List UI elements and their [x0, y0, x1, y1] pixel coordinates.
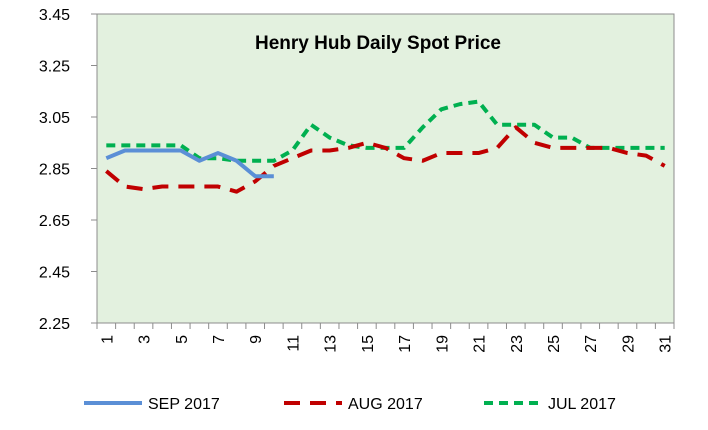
y-tick-label: 2.65 — [39, 213, 70, 230]
x-tick-label: 15 — [360, 335, 377, 353]
legend-label: SEP 2017 — [148, 396, 220, 413]
x-tick-label: 29 — [620, 335, 637, 353]
series-line-aug-2017 — [105, 125, 666, 194]
series-line-sep-2017 — [105, 148, 274, 179]
y-tick-label: 3.45 — [39, 7, 70, 24]
legend-label: AUG 2017 — [348, 396, 423, 413]
chart-title: Henry Hub Daily Spot Price — [255, 33, 501, 54]
x-tick-label: 31 — [658, 335, 675, 353]
y-tick-label: 2.45 — [39, 265, 70, 282]
y-axis: 2.25 2.45 2.65 2.85 3.05 3.25 3.45 — [39, 7, 97, 333]
series-layer — [105, 99, 666, 194]
x-tick-label: 1 — [99, 335, 116, 344]
x-tick-label: 23 — [509, 335, 526, 353]
y-tick-label: 2.85 — [39, 162, 70, 179]
legend-label: JUL 2017 — [548, 396, 616, 413]
x-tick-label: 27 — [583, 335, 600, 353]
x-tick-label: 19 — [434, 335, 451, 353]
x-tick-label: 7 — [211, 335, 228, 344]
x-tick-label: 21 — [472, 335, 489, 353]
y-tick-label: 3.05 — [39, 110, 70, 127]
x-tick-label: 9 — [248, 335, 265, 344]
x-tick-label: 17 — [397, 335, 414, 353]
x-tick-label: 25 — [546, 335, 563, 353]
x-axis: 1 3 5 7 9 11 13 15 17 19 21 23 25 27 29 31 — [96, 323, 675, 353]
x-tick-label: 13 — [323, 335, 340, 353]
plot-area — [96, 13, 675, 324]
x-tick-label: 3 — [137, 335, 154, 344]
legend: SEP 2017 AUG 2017 JUL 2017 — [84, 396, 616, 413]
x-tick-label: 5 — [174, 335, 191, 344]
y-tick-label: 2.25 — [39, 316, 70, 333]
x-tick-label: 11 — [285, 335, 302, 352]
y-tick-label: 3.25 — [39, 59, 70, 76]
